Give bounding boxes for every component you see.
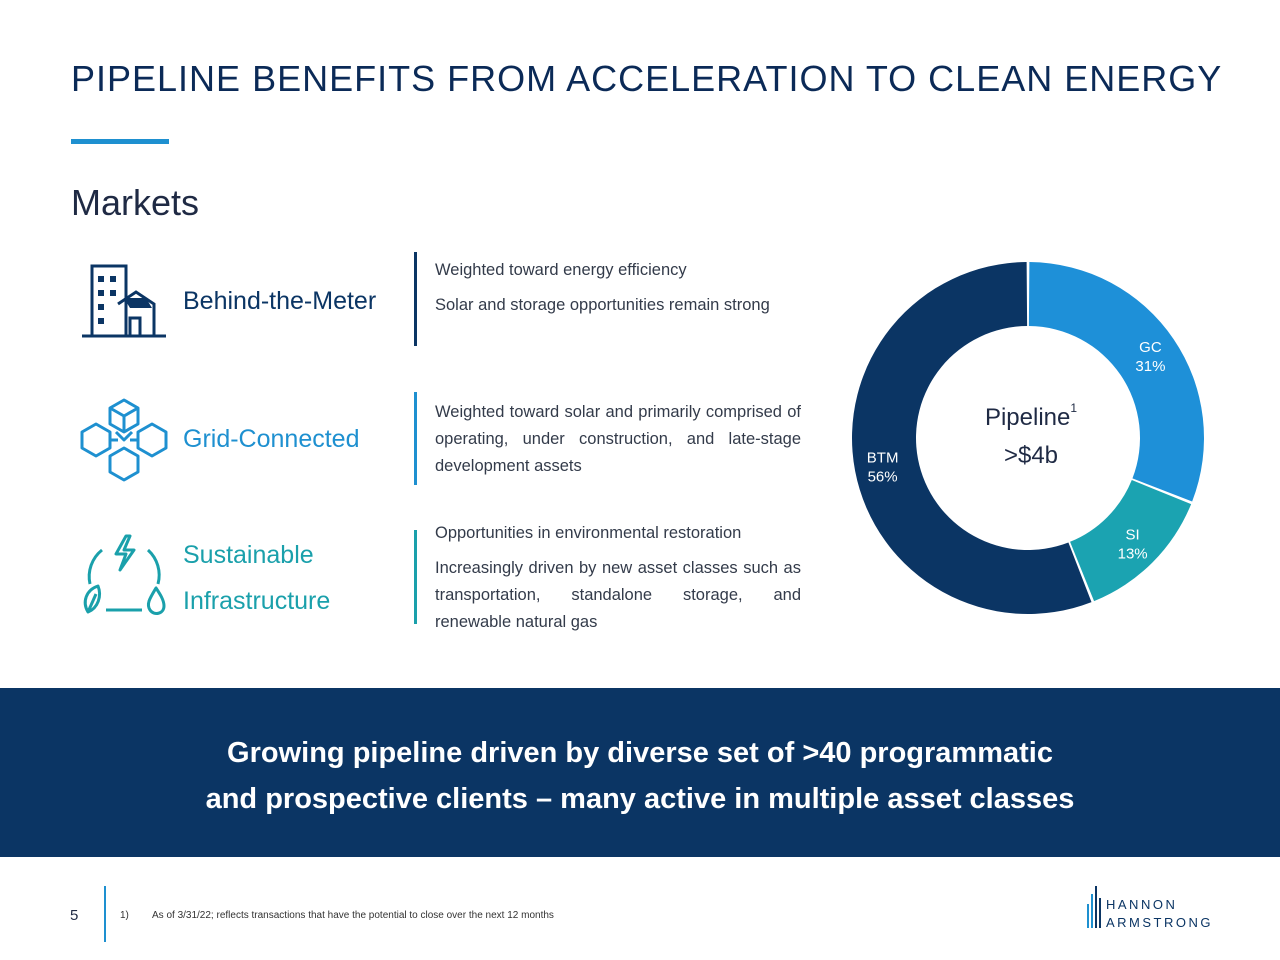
market-name-line1: Sustainable xyxy=(183,541,314,569)
section-heading: Markets xyxy=(71,182,200,223)
market-divider xyxy=(414,392,417,485)
footnote-index: 1) xyxy=(120,910,129,921)
market-bullet: Weighted toward energy efficiency xyxy=(435,261,687,279)
donut-slice-value-label: 31% xyxy=(1135,358,1165,375)
banner-line-2: and prospective clients – many active in… xyxy=(205,783,1075,815)
logo-line-1: HANNON xyxy=(1106,897,1177,912)
donut-center-label: Pipeline1 xyxy=(984,401,1078,431)
market-bullet: Weighted toward solar and primarily comp… xyxy=(435,403,801,475)
donut-slice-category-label: BTM xyxy=(867,450,899,467)
market-divider xyxy=(414,530,417,624)
donut-slice-category-label: GC xyxy=(1139,339,1162,356)
donut-slice-category-label: SI xyxy=(1126,527,1140,544)
hannon-armstrong-logo: HANNON ARMSTRONG xyxy=(1087,886,1213,930)
donut-slice-gc xyxy=(1028,262,1204,502)
donut-slice-value-label: 13% xyxy=(1118,546,1148,563)
market-divider xyxy=(414,252,417,346)
sustainability-cycle-icon xyxy=(83,534,166,615)
title-underline xyxy=(71,139,169,144)
donut-slice-value-label: 56% xyxy=(868,469,898,486)
market-name: Grid-Connected xyxy=(183,425,360,453)
key-message-banner xyxy=(0,688,1280,857)
page-number: 5 xyxy=(70,907,79,924)
market-description: Weighted toward solar and primarily comp… xyxy=(435,399,801,480)
cubes-network-icon xyxy=(80,398,168,482)
market-name-line2: Infrastructure xyxy=(183,587,331,615)
market-bullet: Increasingly driven by new asset classes… xyxy=(435,559,801,631)
donut-center-value: >$4b xyxy=(1003,442,1059,469)
banner-line-1: Growing pipeline driven by diverse set o… xyxy=(227,737,1053,769)
donut-slice-btm xyxy=(852,262,1092,614)
logo-line-2: ARMSTRONG xyxy=(1106,915,1213,930)
market-description: Weighted toward energy efficiency Solar … xyxy=(435,257,801,319)
market-bullet: Opportunities in environmental restorati… xyxy=(435,524,742,542)
footnote-text: As of 3/31/22; reflects transactions tha… xyxy=(152,910,554,921)
donut-slice-si xyxy=(1070,480,1192,602)
market-bullet: Solar and storage opportunities remain s… xyxy=(435,296,770,314)
building-house-icon xyxy=(82,264,166,338)
slide-title: PIPELINE BENEFITS FROM ACCELERATION TO C… xyxy=(71,58,1223,99)
banner-text: Growing pipeline driven by diverse set o… xyxy=(0,730,1280,822)
market-description: Opportunities in environmental restorati… xyxy=(435,520,801,636)
footer-divider xyxy=(104,886,106,942)
pipeline-donut-chart: GC 31% SI 13% BTM 56% xyxy=(852,262,1204,614)
market-name: Behind-the-Meter xyxy=(183,287,377,315)
